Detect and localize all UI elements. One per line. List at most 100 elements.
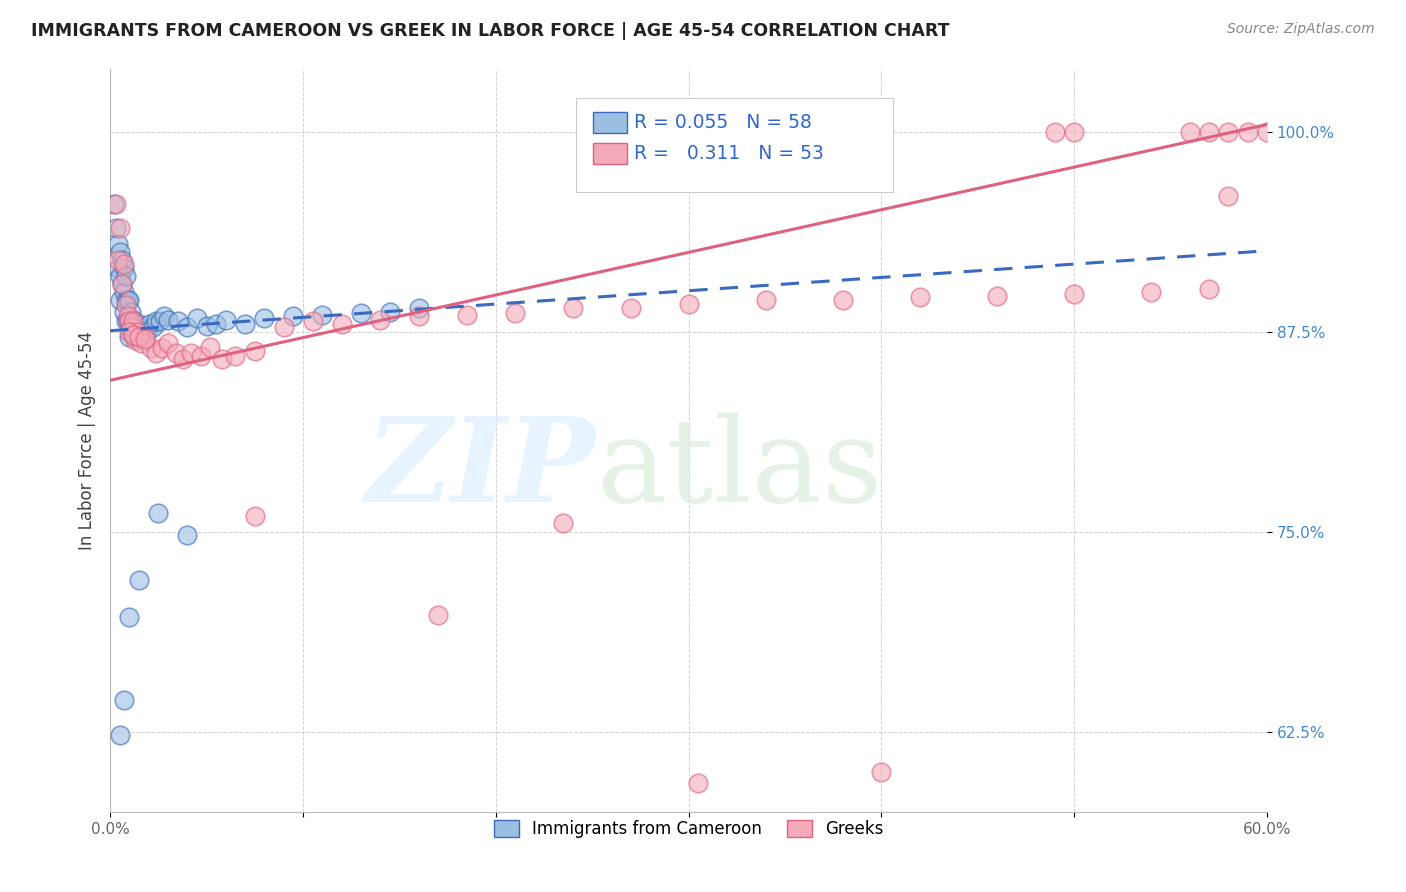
Point: [117, 310, 139, 324]
Point: [224, 349, 246, 363]
Point: [166, 314, 188, 328]
Point: [107, 237, 129, 252]
Point: [112, 693, 135, 707]
Point: [108, 269, 131, 284]
Point: [831, 293, 853, 308]
Point: [215, 312, 238, 326]
Point: [195, 318, 218, 333]
Point: [283, 310, 305, 324]
Point: [120, 320, 142, 334]
Point: [112, 304, 135, 318]
Point: [149, 314, 172, 328]
Point: [211, 352, 233, 367]
Y-axis label: In Labor Force | Age 45-54: In Labor Force | Age 45-54: [79, 331, 96, 549]
Point: [107, 261, 129, 276]
Point: [111, 277, 134, 292]
Point: [134, 324, 156, 338]
Point: [735, 126, 758, 140]
Point: [124, 333, 146, 347]
Point: [172, 352, 194, 367]
Point: [114, 298, 136, 312]
Point: [503, 306, 526, 320]
Point: [165, 346, 187, 360]
Point: [129, 336, 152, 351]
Point: [103, 197, 125, 211]
Point: [678, 126, 700, 140]
Point: [1256, 126, 1278, 140]
Legend: Immigrants from Cameroon, Greeks: Immigrants from Cameroon, Greeks: [486, 813, 890, 845]
Point: [273, 320, 295, 334]
Text: R = 0.055   N = 58: R = 0.055 N = 58: [634, 112, 813, 132]
Point: [1178, 126, 1201, 140]
Text: ZIP: ZIP: [366, 412, 596, 527]
Text: Source: ZipAtlas.com: Source: ZipAtlas.com: [1227, 22, 1375, 37]
Point: [176, 320, 198, 334]
Point: [107, 253, 129, 268]
Point: [1218, 126, 1240, 140]
Point: [114, 269, 136, 284]
Point: [118, 293, 141, 308]
Text: atlas: atlas: [596, 413, 883, 527]
Point: [908, 290, 931, 304]
Point: [122, 326, 145, 340]
Point: [205, 318, 228, 332]
Point: [111, 277, 134, 292]
Point: [408, 301, 430, 316]
Point: [180, 346, 202, 360]
Text: IMMIGRANTS FROM CAMEROON VS GREEK IN LABOR FORCE | AGE 45-54 CORRELATION CHART: IMMIGRANTS FROM CAMEROON VS GREEK IN LAB…: [31, 22, 949, 40]
Point: [118, 314, 141, 328]
Text: R =   0.311   N = 53: R = 0.311 N = 53: [634, 144, 824, 163]
Point: [108, 221, 131, 235]
Point: [128, 318, 150, 332]
Point: [696, 126, 718, 140]
Point: [716, 126, 738, 140]
Point: [134, 330, 156, 344]
Point: [138, 318, 160, 332]
Point: [773, 126, 796, 140]
Point: [1063, 126, 1085, 140]
Point: [311, 308, 333, 322]
Point: [148, 506, 170, 520]
Point: [117, 314, 139, 328]
Point: [301, 314, 323, 328]
Point: [142, 320, 165, 334]
Point: [112, 261, 135, 276]
Point: [233, 318, 256, 332]
Point: [134, 332, 156, 346]
Point: [129, 324, 152, 338]
Point: [253, 310, 276, 325]
Point: [870, 764, 893, 779]
Point: [1236, 126, 1258, 140]
Point: [104, 197, 127, 211]
Point: [118, 312, 141, 326]
Point: [688, 776, 710, 790]
Point: [426, 608, 449, 623]
Point: [1140, 285, 1163, 300]
Point: [118, 326, 141, 340]
Point: [122, 312, 145, 326]
Point: [145, 346, 167, 360]
Point: [128, 330, 150, 344]
Point: [153, 310, 176, 324]
Point: [156, 336, 179, 351]
Point: [243, 509, 266, 524]
Point: [118, 610, 141, 624]
Point: [1043, 126, 1066, 140]
Point: [139, 341, 162, 355]
Point: [127, 318, 149, 333]
Point: [378, 304, 401, 318]
Point: [104, 221, 127, 235]
Point: [120, 304, 142, 318]
Point: [190, 349, 212, 363]
Point: [1218, 189, 1240, 203]
Point: [114, 314, 136, 328]
Point: [122, 328, 145, 343]
Point: [117, 293, 139, 308]
Point: [408, 310, 430, 324]
Point: [186, 310, 208, 325]
Point: [368, 312, 391, 326]
Point: [108, 293, 131, 308]
Point: [135, 326, 157, 340]
Point: [108, 728, 131, 742]
Point: [176, 528, 198, 542]
